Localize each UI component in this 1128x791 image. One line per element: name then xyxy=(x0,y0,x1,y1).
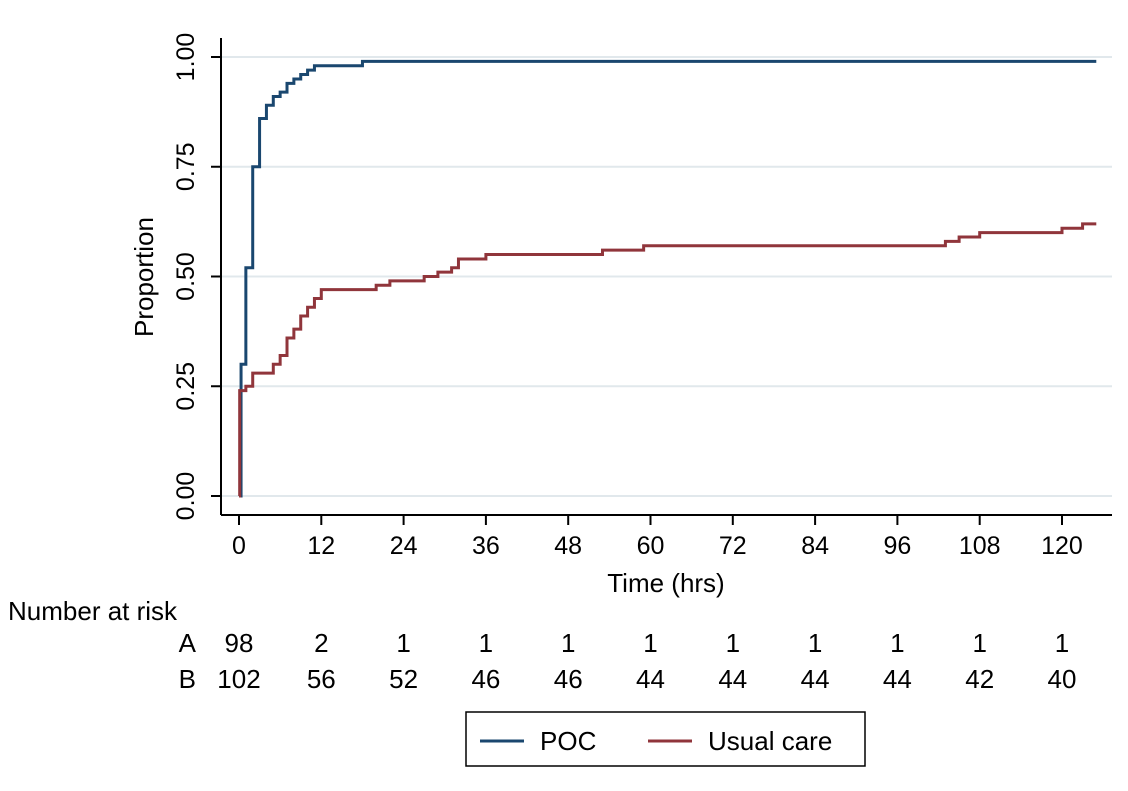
risk-cell: 102 xyxy=(217,664,260,694)
x-tick-label: 0 xyxy=(232,532,246,560)
risk-cell: 1 xyxy=(479,628,493,658)
risk-cell: 44 xyxy=(883,664,912,694)
x-tick-label: 24 xyxy=(390,532,418,560)
y-axis-title: Proportion xyxy=(129,217,159,337)
legend-label-poc: POC xyxy=(540,726,596,756)
x-tick-label: 120 xyxy=(1041,532,1083,560)
risk-cell: 1 xyxy=(1055,628,1069,658)
risk-cell: 1 xyxy=(396,628,410,658)
risk-cell: 98 xyxy=(225,628,254,658)
risk-cell: 44 xyxy=(801,664,830,694)
x-tick-label: 12 xyxy=(307,532,335,560)
x-tick-label: 96 xyxy=(883,532,911,560)
series-line-poc xyxy=(239,59,1097,498)
series-group xyxy=(238,59,1097,498)
risk-cell: 40 xyxy=(1048,664,1077,694)
risk-cell: 1 xyxy=(890,628,904,658)
y-tick-label: 1.00 xyxy=(172,33,200,82)
legend-label-usual-care: Usual care xyxy=(708,726,832,756)
risk-cell: 56 xyxy=(307,664,336,694)
x-tick-label: 84 xyxy=(801,532,829,560)
y-ticks: 0.00 0.25 0.50 0.75 1.00 xyxy=(172,33,221,521)
x-tick-label: 48 xyxy=(554,532,582,560)
y-tick-label: 0.00 xyxy=(172,472,200,521)
risk-cell: 46 xyxy=(554,664,583,694)
risk-table: A 98 2 1 1 1 1 1 1 1 1 1 B 102 56 52 46 46 44 44 44 44 42 40 xyxy=(179,628,1077,694)
risk-row-label: B xyxy=(179,664,196,694)
risk-cell: 46 xyxy=(471,664,500,694)
risk-cell: 42 xyxy=(965,664,994,694)
series-line-usual-care xyxy=(238,222,1097,498)
legend-box xyxy=(465,711,866,767)
x-tick-label: 36 xyxy=(472,532,500,560)
x-ticks: 0 12 24 36 48 60 72 84 96 108 120 xyxy=(232,515,1083,560)
y-tick-label: 0.25 xyxy=(172,362,200,411)
risk-cell: 1 xyxy=(726,628,740,658)
risk-cell: 52 xyxy=(389,664,418,694)
x-tick-label: 60 xyxy=(637,532,665,560)
x-tick-label: 72 xyxy=(719,532,747,560)
y-tick-label: 0.75 xyxy=(172,142,200,191)
risk-cell: 1 xyxy=(808,628,822,658)
risk-table-title: Number at risk xyxy=(8,596,178,626)
risk-cell: 1 xyxy=(561,628,575,658)
grid-lines xyxy=(221,56,1112,497)
x-tick-label: 108 xyxy=(959,532,1001,560)
risk-cell: 2 xyxy=(314,628,328,658)
risk-cell: 44 xyxy=(636,664,665,694)
risk-cell: 1 xyxy=(643,628,657,658)
risk-row-label: A xyxy=(179,628,197,658)
risk-cell: 44 xyxy=(718,664,747,694)
x-axis-title: Time (hrs) xyxy=(607,568,724,598)
y-tick-label: 0.50 xyxy=(172,252,200,301)
risk-cell: 1 xyxy=(972,628,986,658)
